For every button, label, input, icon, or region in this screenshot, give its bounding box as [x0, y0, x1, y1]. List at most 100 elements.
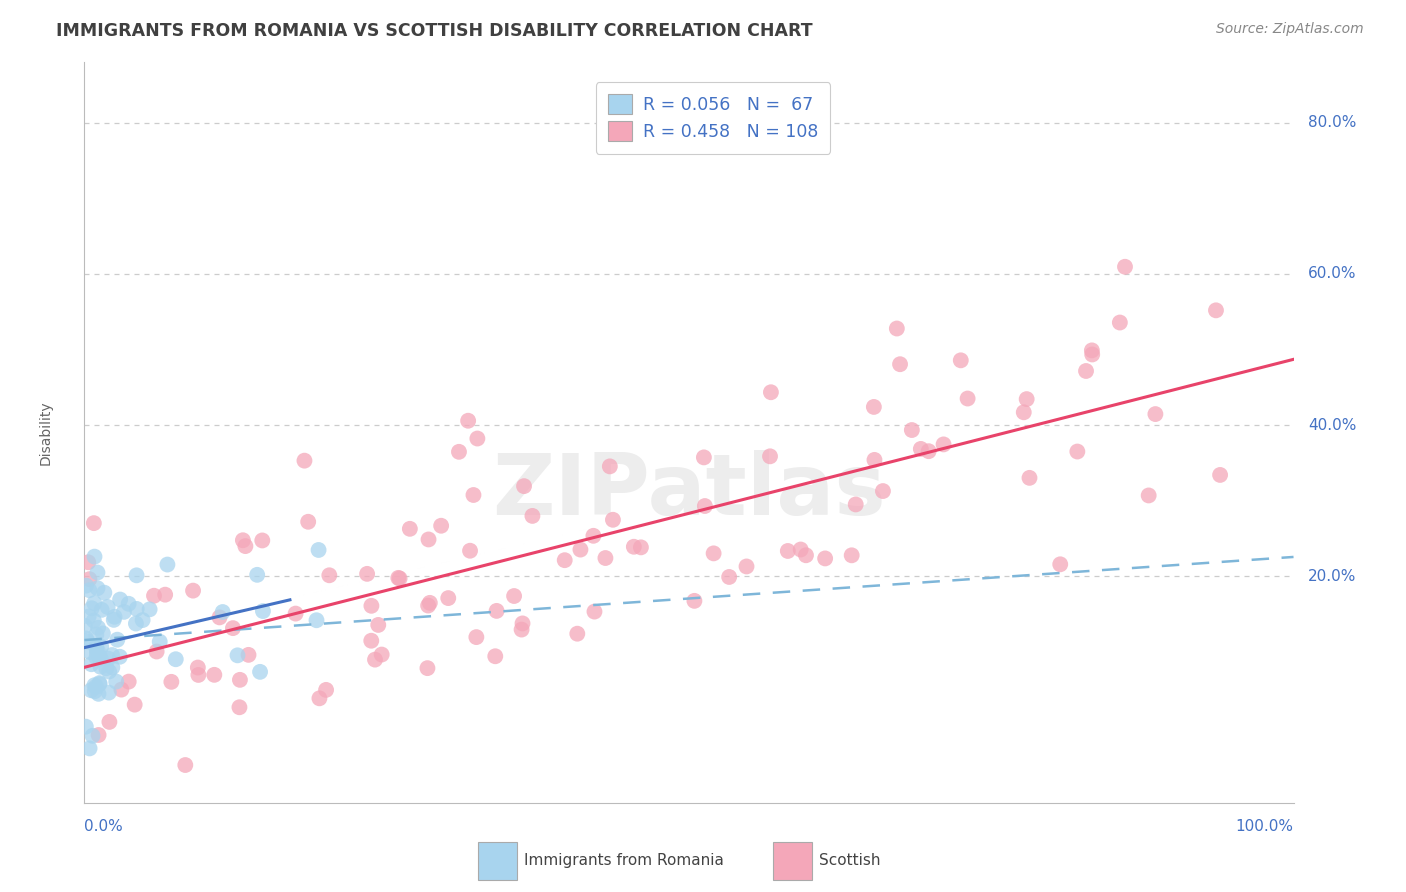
- Point: [118, 674, 141, 689]
- Text: 20.0%: 20.0%: [1308, 569, 1357, 583]
- Text: Disability: Disability: [39, 401, 52, 465]
- Point: [554, 553, 576, 567]
- Point: [211, 605, 233, 619]
- Point: [143, 589, 166, 603]
- Point: [90, 640, 112, 654]
- Point: [84, 680, 107, 694]
- Point: [87, 650, 110, 665]
- Point: [1012, 405, 1035, 419]
- Point: [86, 566, 108, 580]
- Point: [583, 605, 606, 619]
- Point: [208, 610, 231, 624]
- Point: [246, 567, 269, 582]
- Point: [356, 566, 378, 581]
- Point: [599, 459, 621, 474]
- Point: [512, 616, 534, 631]
- Point: [789, 542, 811, 557]
- Point: [181, 583, 204, 598]
- Point: [693, 499, 716, 513]
- Point: [467, 432, 489, 446]
- Point: [360, 633, 382, 648]
- Point: [89, 651, 111, 665]
- Point: [567, 626, 589, 640]
- Point: [87, 728, 110, 742]
- Point: [886, 321, 908, 335]
- Point: [703, 546, 725, 560]
- Point: [160, 674, 183, 689]
- Point: [623, 540, 645, 554]
- Point: [430, 518, 453, 533]
- Point: [845, 498, 868, 512]
- Point: [484, 649, 506, 664]
- Point: [1049, 558, 1071, 572]
- Point: [83, 596, 105, 610]
- Point: [82, 729, 104, 743]
- Point: [683, 594, 706, 608]
- Point: [1114, 260, 1136, 274]
- Point: [226, 648, 249, 663]
- Point: [1074, 364, 1097, 378]
- Point: [75, 579, 97, 593]
- Point: [630, 541, 652, 555]
- Point: [419, 596, 441, 610]
- Bar: [478, 842, 517, 880]
- Point: [112, 605, 135, 619]
- Point: [510, 623, 533, 637]
- Point: [97, 685, 120, 699]
- Point: [387, 571, 409, 585]
- Point: [77, 609, 100, 624]
- Point: [1209, 467, 1232, 482]
- Point: [83, 549, 105, 564]
- Point: [84, 640, 107, 655]
- Point: [153, 588, 176, 602]
- Text: Scottish: Scottish: [818, 854, 880, 868]
- Point: [96, 661, 118, 675]
- Bar: [773, 842, 813, 880]
- Point: [97, 599, 120, 614]
- Point: [77, 555, 100, 569]
- Point: [457, 414, 479, 428]
- Point: [73, 619, 96, 633]
- Point: [87, 643, 110, 657]
- Point: [294, 453, 316, 467]
- Point: [956, 392, 979, 406]
- Point: [75, 632, 97, 646]
- Point: [463, 488, 485, 502]
- Point: [447, 445, 470, 459]
- Text: ZIPatlas: ZIPatlas: [492, 450, 886, 533]
- Point: [370, 648, 392, 662]
- Point: [101, 648, 124, 662]
- Point: [485, 604, 508, 618]
- Point: [437, 591, 460, 606]
- Point: [249, 665, 271, 679]
- Point: [125, 616, 148, 631]
- Point: [79, 572, 101, 586]
- Point: [117, 597, 139, 611]
- Point: [93, 585, 115, 599]
- Point: [901, 423, 924, 437]
- Point: [149, 634, 172, 648]
- Point: [949, 353, 972, 368]
- Point: [863, 400, 886, 414]
- Point: [87, 621, 110, 635]
- Point: [595, 551, 617, 566]
- Point: [252, 604, 274, 618]
- Point: [1015, 392, 1038, 406]
- Point: [131, 613, 153, 627]
- Point: [305, 613, 328, 627]
- Point: [101, 660, 124, 674]
- Point: [569, 542, 592, 557]
- Point: [79, 741, 101, 756]
- Point: [89, 659, 111, 673]
- Point: [105, 674, 128, 689]
- Point: [910, 442, 932, 456]
- Point: [399, 522, 422, 536]
- Point: [1108, 316, 1130, 330]
- Point: [98, 665, 121, 679]
- Text: 60.0%: 60.0%: [1308, 267, 1357, 282]
- Point: [124, 698, 146, 712]
- Point: [98, 714, 121, 729]
- Text: 0.0%: 0.0%: [84, 820, 124, 834]
- Point: [97, 651, 120, 665]
- Point: [83, 516, 105, 530]
